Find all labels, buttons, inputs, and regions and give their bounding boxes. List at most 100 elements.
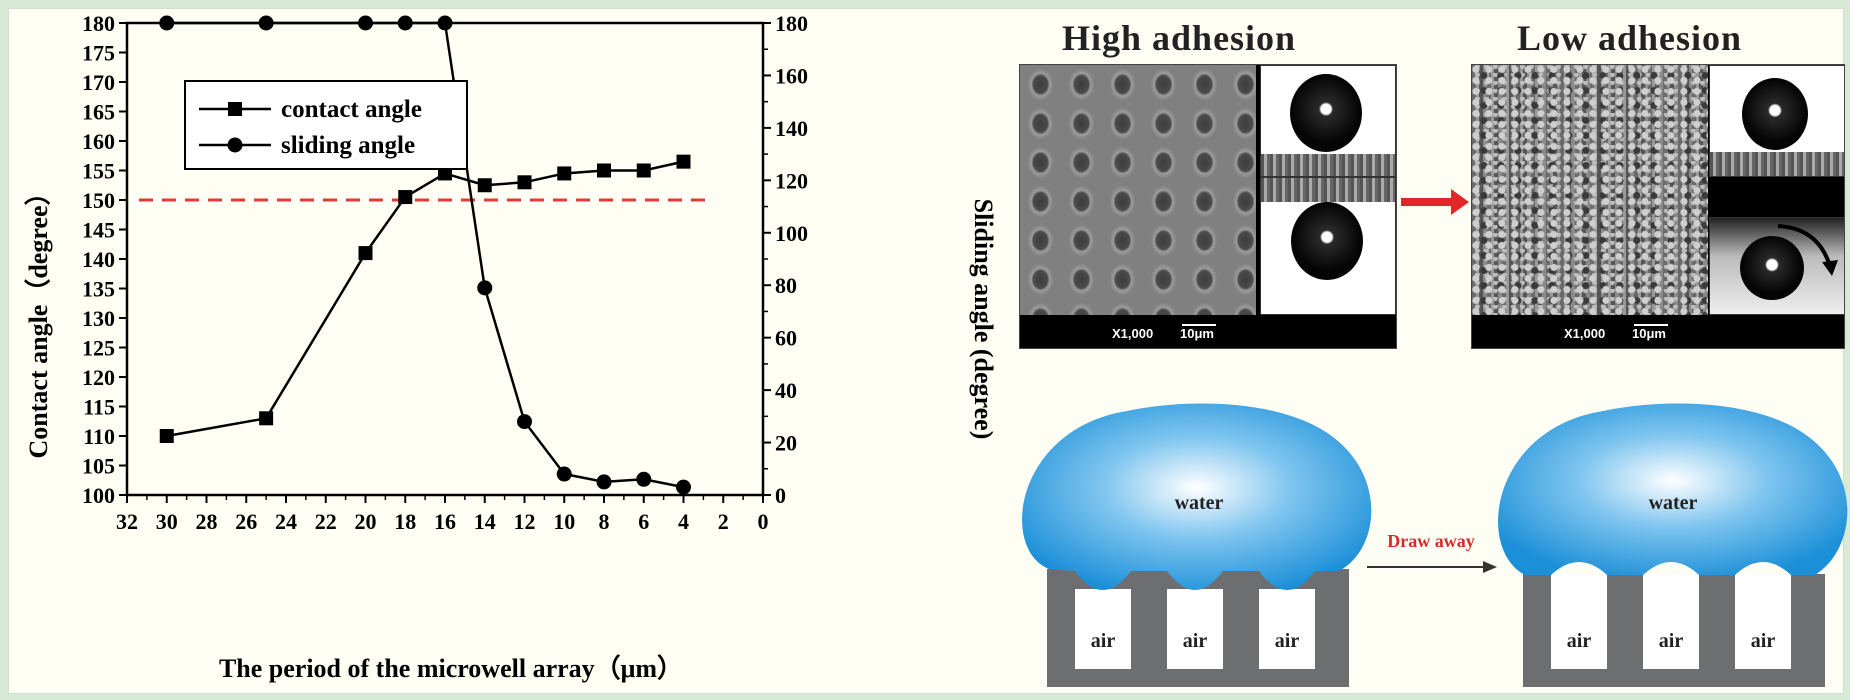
substrate-strip	[1261, 154, 1395, 176]
contact-sliding-angle-chart: 32 30 28 26 24 22 20 18 16 14 12 10 8 6 4 2 010010511011…	[24, 11, 998, 683]
low-adhesion-sem-image: X1,000 10μm	[1471, 64, 1845, 349]
y-left-tick-label: 170	[82, 70, 115, 95]
x-tick-label: 32	[116, 509, 138, 534]
contact-angle-point	[636, 163, 651, 178]
y-left-tick-label: 125	[82, 336, 115, 361]
y-right-tick-label: 60	[775, 326, 797, 351]
x-tick-label: 6	[638, 509, 649, 534]
air-label: air	[1567, 630, 1592, 652]
droplet-photo-top	[1709, 65, 1844, 177]
y-right-tick-label: 0	[775, 483, 786, 508]
magnification-label: X1,000	[1112, 326, 1154, 341]
x-tick-label: 14	[474, 509, 496, 534]
droplet-photo-top	[1260, 65, 1396, 177]
air-pocket	[1259, 589, 1315, 669]
arrow-head-icon	[1483, 561, 1497, 573]
x-tick-label: 4	[678, 509, 689, 534]
contact-angle-line	[166, 160, 684, 438]
sliding-angle-point	[517, 414, 532, 430]
scale-bar	[1182, 324, 1216, 326]
y-right-tick-label: 40	[775, 378, 797, 403]
red-arrow-icon	[1401, 189, 1469, 215]
water-droplet	[1742, 78, 1808, 150]
x-tick-label: 28	[196, 509, 218, 534]
contact-angle-point	[159, 429, 174, 443]
x-axis-label: The period of the microwell array（μm）	[219, 654, 683, 683]
y-left-tick-label: 115	[83, 395, 115, 420]
y-left-tick-label: 140	[82, 247, 115, 272]
y-left-tick-label: 155	[82, 159, 115, 184]
y-left-tick-label: 150	[82, 188, 115, 213]
x-tick-label: 18	[394, 509, 416, 534]
water-droplet-shape	[1498, 403, 1848, 575]
scale-label: 10μm	[1180, 326, 1214, 341]
low-adhesion-schematic: water air air air	[1498, 403, 1848, 687]
contact-angle-point	[597, 163, 611, 178]
sem-info-bar: X1,000 10μm	[1472, 316, 1844, 348]
sliding-angle-point	[636, 471, 652, 487]
x-tick-label: 26	[235, 509, 257, 534]
y-left-tick-label: 105	[82, 454, 115, 479]
sliding-angle-point	[556, 466, 572, 482]
x-tick-label: 30	[156, 509, 178, 534]
water-droplet-hanging	[1291, 202, 1363, 280]
legend-box	[184, 80, 468, 170]
air-label: air	[1751, 630, 1776, 652]
sliding-arrow-icon	[1777, 224, 1838, 276]
y-left-tick-label: 100	[82, 483, 115, 508]
sem-info-bar: X1,000 10μm	[1020, 316, 1396, 348]
scale-bar	[1634, 324, 1668, 326]
contact-angle-point	[517, 175, 532, 190]
y-left-tick-label: 180	[82, 11, 115, 36]
x-tick-label: 0	[758, 509, 769, 534]
y-right-tick-label: 140	[775, 116, 808, 141]
legend-square-marker	[228, 102, 242, 116]
high-adhesion-sem-image: X1,000 10μm	[1019, 64, 1397, 349]
contact-angle-point	[358, 246, 373, 261]
air-label: air	[1183, 630, 1208, 652]
y-right-tick-label: 20	[775, 431, 797, 456]
contact-angle-point	[477, 178, 492, 193]
x-tick-label: 20	[355, 509, 377, 534]
water-droplet-shape	[1022, 403, 1372, 590]
draw-away-arrow: Draw away	[1367, 531, 1497, 573]
air-label: air	[1275, 630, 1300, 652]
air-label: air	[1091, 630, 1116, 652]
y-right-tick-label: 80	[775, 273, 797, 298]
sliding-angle-point	[676, 479, 691, 495]
y-left-tick-label: 135	[82, 277, 115, 302]
magnification-label: X1,000	[1564, 326, 1606, 341]
y-left-tick-label: 110	[83, 424, 115, 449]
y-left-tick-label: 145	[82, 218, 115, 243]
x-tick-label: 16	[434, 509, 456, 534]
wetting-schematic: water air air air Draw away water air ai…	[1022, 403, 1848, 687]
sliding-angle-point	[477, 280, 493, 296]
y-left-tick-label: 120	[82, 365, 115, 390]
y-left-tick-label: 175	[82, 41, 115, 66]
y-right-tick-label: 120	[775, 168, 808, 193]
high-adhesion-schematic: water air air air	[1022, 403, 1372, 687]
x-tick-label: 10	[553, 509, 575, 534]
sliding-droplet	[1740, 236, 1804, 300]
water-label: water	[1175, 492, 1224, 514]
air-pocket	[1643, 574, 1699, 669]
legend-label: sliding angle	[281, 132, 415, 159]
air-pocket	[1735, 574, 1791, 669]
microwell-texture	[1472, 65, 1708, 315]
y-left-axis-label: Contact angle（degree）	[24, 180, 53, 459]
y-left-tick-label: 130	[82, 306, 115, 331]
y-right-tick-label: 180	[775, 11, 808, 36]
draw-away-label: Draw away	[1387, 531, 1475, 551]
y-right-axis-label: Sliding angle (degree)	[969, 199, 998, 440]
x-tick-label: 8	[599, 509, 610, 534]
high-adhesion-title: High adhesion	[1062, 18, 1297, 58]
x-tick-label: 22	[315, 509, 337, 534]
low-adhesion-title: Low adhesion	[1517, 18, 1743, 58]
figure-frame: 32 30 28 26 24 22 20 18 16 14 12 10 8 6 4 2 0 100 105 110 11…	[8, 8, 1848, 694]
y-left-tick-label: 160	[82, 129, 115, 154]
air-pocket	[1551, 574, 1607, 669]
droplet-photo-bottom	[1260, 177, 1396, 315]
substrate-strip	[1261, 178, 1395, 202]
air-label: air	[1659, 630, 1684, 652]
legend-circle-marker	[227, 137, 243, 153]
